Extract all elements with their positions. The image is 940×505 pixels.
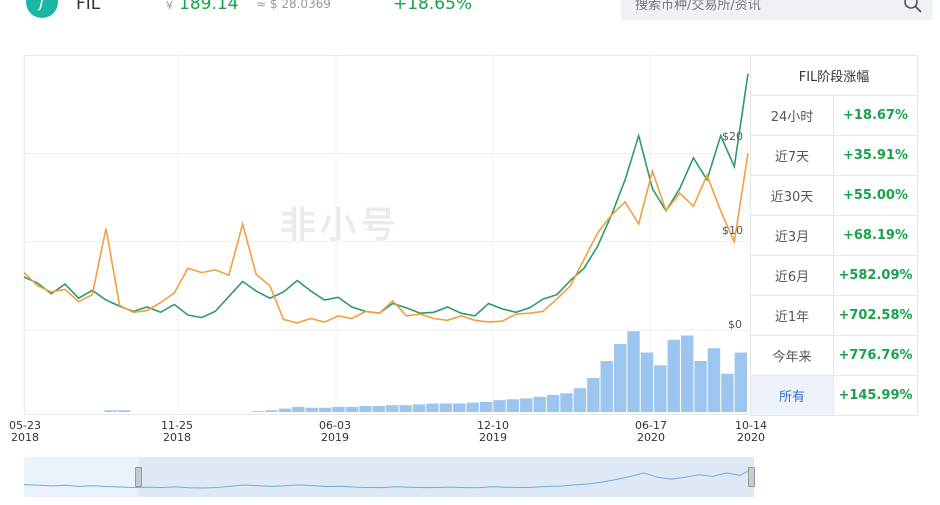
period-label[interactable]: 今年来 [750,335,834,376]
y-tick-20: $20 [722,130,743,143]
x-tick-2: 06-03 2019 [319,419,351,444]
stats-row[interactable]: 近1年 +702.58% [750,295,918,336]
navigator-left-handle[interactable] [135,467,142,487]
period-label[interactable]: 近30天 [750,175,834,216]
search-icon[interactable] [903,0,923,14]
fil-logo-icon: f [26,0,58,18]
x-tick-5: 10-14 2020 [735,419,767,444]
coin-name: FIL [76,0,101,14]
navigator-unselected-region [24,457,138,497]
navigator-sparkline [24,467,754,489]
period-value: +145.99% [833,375,918,416]
period-value: +582.09% [833,255,918,296]
top-bar: f FIL ¥189.14 ≈ $ 28.0369 +18.65% [0,0,940,30]
x-tick-1: 11-25 2018 [161,419,193,444]
period-value: +55.00% [833,175,918,216]
price-usd: ≈ $ 28.0369 [256,0,331,11]
change-24h: +18.65% [393,0,473,14]
period-label[interactable]: 近6月 [750,255,834,296]
search-input[interactable] [635,0,895,13]
stats-table: FIL阶段涨幅 24小时 +18.67% 近7天 +35.91% 近30天 +55.0… [750,55,918,416]
x-tick-0: 05-23 2018 [9,419,41,444]
y-tick-10: $10 [722,224,743,237]
navigator-line [24,467,754,489]
stats-row[interactable]: 近30天 +55.00% [750,175,918,216]
period-value: +68.19% [833,215,918,256]
stats-row[interactable]: 今年来 +776.76% [750,335,918,376]
navigator-right-handle[interactable] [748,467,755,487]
period-label[interactable]: 近3月 [750,215,834,256]
range-navigator[interactable] [24,457,755,497]
period-label[interactable]: 所有 [750,375,834,416]
search-box[interactable] [621,0,933,20]
period-label[interactable]: 近1年 [750,295,834,336]
stats-row[interactable]: 近7天 +35.91% [750,135,918,176]
period-label[interactable]: 24小时 [750,95,834,136]
stats-row-active[interactable]: 所有 +145.99% [750,375,918,416]
x-tick-3: 12-10 2019 [477,419,509,444]
stats-row[interactable]: 近6月 +582.09% [750,255,918,296]
period-value: +18.67% [833,95,918,136]
period-value: +35.91% [833,135,918,176]
period-label[interactable]: 近7天 [750,135,834,176]
price-cny-value: 189.14 [179,0,239,14]
period-value: +702.58% [833,295,918,336]
watermark: 非小号 [280,205,401,246]
stats-row[interactable]: 24小时 +18.67% [750,95,918,136]
y-tick-0: $0 [728,318,742,331]
period-value: +776.76% [833,335,918,376]
price-cny: ¥189.14 [166,0,238,14]
x-tick-4: 06-17 2020 [635,419,667,444]
cny-symbol: ¥ [166,0,173,12]
stats-row[interactable]: 近3月 +68.19% [750,215,918,256]
stats-title: FIL阶段涨幅 [750,55,918,96]
